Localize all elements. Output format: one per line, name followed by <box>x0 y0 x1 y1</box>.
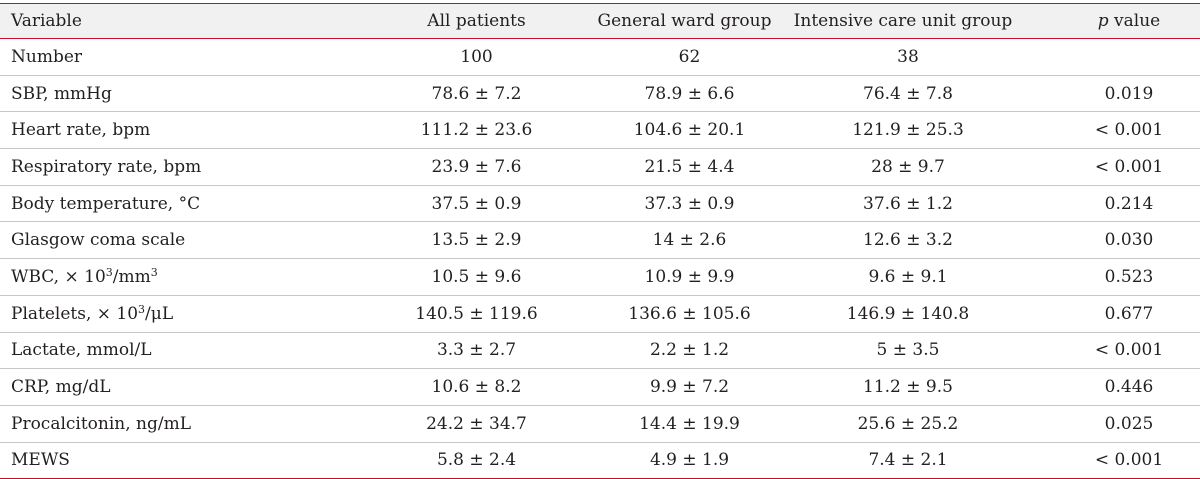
cell-variable: Number <box>11 46 83 67</box>
cell-p-value: < 0.001 <box>1094 340 1164 361</box>
cell-icu: 11.2 ± 9.5 <box>863 377 953 398</box>
table-row: CRP, mg/dL 10.6 ± 8.2 9.9 ± 7.2 11.2 ± 9… <box>0 369 1200 406</box>
cell-variable: Respiratory rate, bpm <box>11 156 202 177</box>
header-p-rest: value <box>1108 11 1161 31</box>
cell-p-value: < 0.001 <box>1094 450 1164 471</box>
header-variable: Variable <box>11 11 82 31</box>
cell-all: 13.5 ± 2.9 <box>431 230 522 251</box>
table-row: Body temperature, °C 37.5 ± 0.9 37.3 ± 0… <box>0 185 1200 222</box>
cell-p-value: 0.523 <box>1104 266 1154 287</box>
cell-ward: 136.6 ± 105.6 <box>628 303 751 324</box>
cell-icu: 25.6 ± 25.2 <box>857 413 959 434</box>
cell-all: 100 <box>460 46 493 67</box>
cell-all: 78.6 ± 7.2 <box>431 83 522 104</box>
header-p-italic: p <box>1097 11 1109 31</box>
table-row: Respiratory rate, bpm 23.9 ± 7.6 21.5 ± … <box>0 149 1200 186</box>
cell-variable: Heart rate, bpm <box>11 120 151 141</box>
variable-text: /mm <box>112 266 151 287</box>
cell-p-value: 0.019 <box>1104 83 1154 104</box>
table-row: SBP, mmHg 78.6 ± 7.2 78.9 ± 6.6 76.4 ± 7… <box>0 75 1200 112</box>
patient-characteristics-table: Variable All patients General ward group… <box>0 3 1200 479</box>
cell-all: 5.8 ± 2.4 <box>436 450 517 471</box>
cell-icu: 37.6 ± 1.2 <box>863 193 953 214</box>
cell-ward: 21.5 ± 4.4 <box>644 156 735 177</box>
table-body: Number 100 62 38 SBP, mmHg 78.6 ± 7.2 78… <box>0 39 1200 479</box>
cell-variable: Body temperature, °C <box>11 193 201 214</box>
cell-ward: 104.6 ± 20.1 <box>633 120 746 141</box>
header-general-ward: General ward group <box>597 11 772 31</box>
cell-variable: Lactate, mmol/L <box>11 340 152 361</box>
cell-all: 37.5 ± 0.9 <box>431 193 522 214</box>
cell-ward: 62 <box>678 46 701 67</box>
cell-variable: SBP, mmHg <box>11 83 112 104</box>
cell-all: 10.5 ± 9.6 <box>431 266 522 287</box>
cell-icu: 28 ± 9.7 <box>871 156 945 177</box>
cell-ward: 78.9 ± 6.6 <box>644 83 735 104</box>
cell-variable: Glasgow coma scale <box>11 230 186 251</box>
table-row: Platelets, × 103/μL 140.5 ± 119.6 136.6 … <box>0 295 1200 332</box>
table-header: Variable All patients General ward group… <box>0 3 1200 39</box>
header-row: Variable All patients General ward group… <box>0 3 1200 39</box>
table-row: WBC, × 103/mm3 10.5 ± 9.6 10.9 ± 9.9 9.6… <box>0 259 1200 296</box>
cell-p-value: 0.214 <box>1104 193 1154 214</box>
cell-all: 111.2 ± 23.6 <box>420 120 533 141</box>
table-row: Lactate, mmol/L 3.3 ± 2.7 2.2 ± 1.2 5 ± … <box>0 332 1200 369</box>
cell-p-value: 0.446 <box>1104 377 1154 398</box>
table-row: Number 100 62 38 <box>0 39 1200 76</box>
cell-p-value <box>1018 39 1200 76</box>
cell-icu: 121.9 ± 25.3 <box>852 120 964 141</box>
cell-icu: 9.6 ± 9.1 <box>868 266 948 287</box>
cell-variable: WBC, × 103/mm3 <box>0 259 360 296</box>
superscript: 3 <box>150 265 158 279</box>
table-row: MEWS 5.8 ± 2.4 4.9 ± 1.9 7.4 ± 2.1 < 0.0… <box>0 442 1200 479</box>
cell-p-value: 0.030 <box>1104 230 1154 251</box>
cell-variable: Platelets, × 103/μL <box>0 295 360 332</box>
cell-icu: 146.9 ± 140.8 <box>846 303 970 324</box>
superscript: 3 <box>138 302 146 316</box>
cell-icu: 12.6 ± 3.2 <box>863 230 953 251</box>
cell-ward: 4.9 ± 1.9 <box>649 450 730 471</box>
superscript: 3 <box>105 265 113 279</box>
header-icu: Intensive care unit group <box>793 11 1013 31</box>
cell-ward: 9.9 ± 7.2 <box>649 377 730 398</box>
cell-all: 23.9 ± 7.6 <box>431 156 522 177</box>
cell-all: 24.2 ± 34.7 <box>426 413 527 434</box>
cell-ward: 37.3 ± 0.9 <box>644 193 735 214</box>
cell-all: 3.3 ± 2.7 <box>436 340 517 361</box>
table-row: Procalcitonin, ng/mL 24.2 ± 34.7 14.4 ± … <box>0 405 1200 443</box>
variable-text: /μL <box>145 303 174 324</box>
cell-icu: 76.4 ± 7.8 <box>863 83 953 104</box>
cell-variable: Procalcitonin, ng/mL <box>11 413 192 434</box>
header-all-patients: All patients <box>427 11 526 31</box>
header-p-value: p value <box>1018 4 1200 39</box>
cell-variable: CRP, mg/dL <box>11 377 111 398</box>
table-row: Glasgow coma scale 13.5 ± 2.9 14 ± 2.6 1… <box>0 222 1200 259</box>
cell-ward: 14 ± 2.6 <box>652 230 727 251</box>
cell-variable: MEWS <box>11 450 70 471</box>
cell-ward: 14.4 ± 19.9 <box>639 413 740 434</box>
table-row: Heart rate, bpm 111.2 ± 23.6 104.6 ± 20.… <box>0 112 1200 149</box>
cell-ward: 10.9 ± 9.9 <box>644 266 735 287</box>
cell-icu: 38 <box>897 46 919 67</box>
cell-p-value: 0.677 <box>1104 303 1154 324</box>
variable-text: Platelets, × 10 <box>11 303 139 324</box>
cell-p-value: < 0.001 <box>1094 120 1164 141</box>
cell-ward: 2.2 ± 1.2 <box>649 340 730 361</box>
cell-all: 10.6 ± 8.2 <box>431 377 522 398</box>
cell-icu: 5 ± 3.5 <box>876 340 940 361</box>
cell-p-value: < 0.001 <box>1094 156 1164 177</box>
cell-p-value: 0.025 <box>1104 413 1154 434</box>
cell-icu: 7.4 ± 2.1 <box>868 450 948 471</box>
variable-text: WBC, × 10 <box>11 266 106 287</box>
cell-all: 140.5 ± 119.6 <box>415 303 538 324</box>
